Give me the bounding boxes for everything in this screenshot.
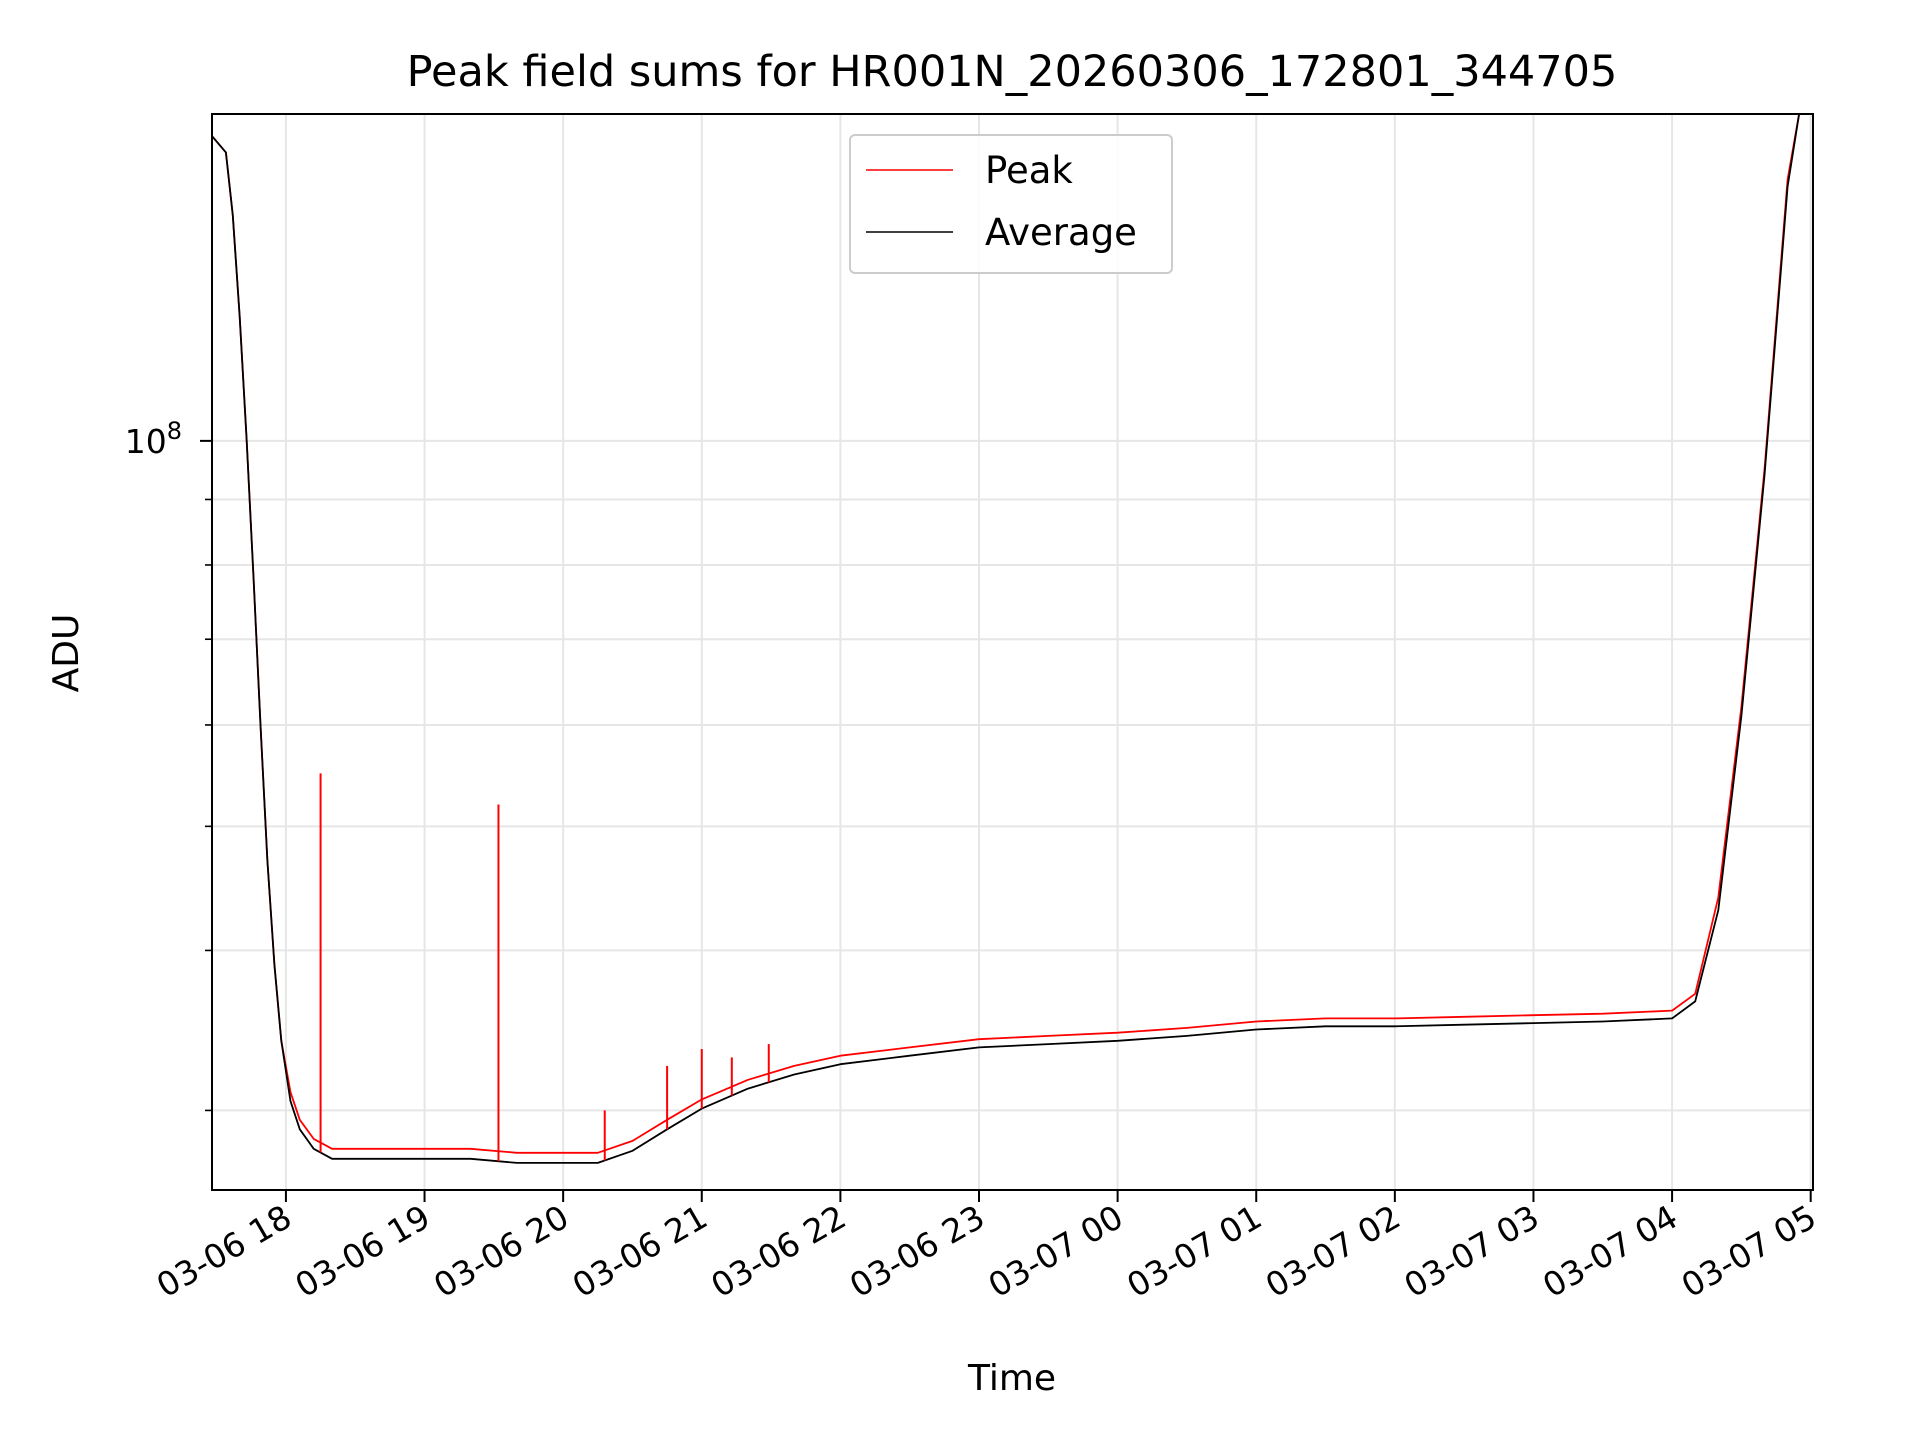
legend-label-peak: Peak: [985, 149, 1073, 192]
legend: Peak Average: [849, 134, 1173, 274]
y-axis-title: ADU: [46, 614, 87, 693]
x-axis-title: Time: [967, 1358, 1056, 1399]
y-tick-label: 108: [125, 417, 182, 461]
y-tick-base: 10: [125, 422, 167, 461]
chart-title: Peak field sums for HR001N_20260306_1728…: [407, 47, 1618, 97]
average-series-line: [211, 113, 1800, 1164]
legend-label-average: Average: [985, 211, 1137, 254]
plot-frame: [211, 113, 1814, 1191]
plot-series: [211, 113, 1800, 1164]
y-tick-exponent: 8: [167, 417, 182, 445]
